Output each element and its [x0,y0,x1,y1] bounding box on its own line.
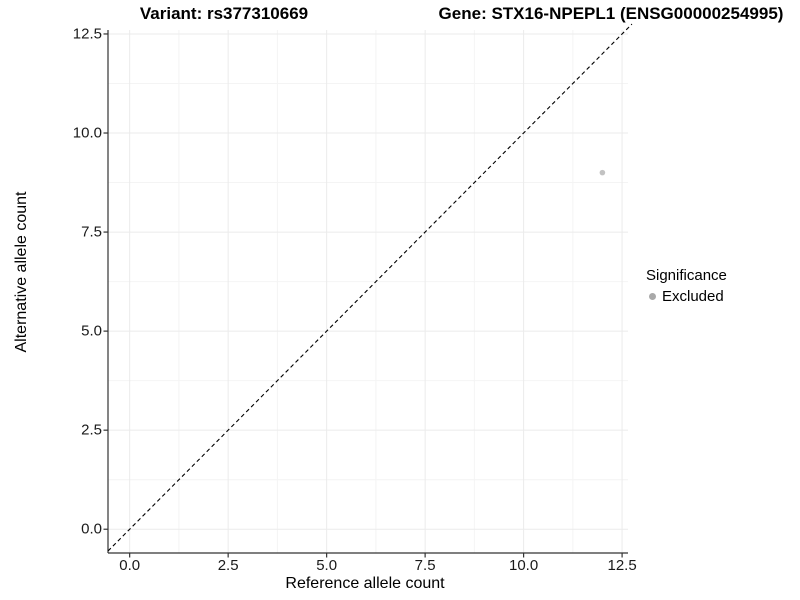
plot-title-variant: Variant: rs377310669 [139,4,309,23]
y-tick-label: 12.5 [72,25,102,43]
x-tick-label: 7.5 [414,557,436,574]
x-tick-label: 12.5 [607,557,637,574]
x-tick-label: 0.0 [119,557,141,574]
y-tick-label: 5.0 [81,322,102,340]
x-tick-label: 5.0 [316,557,338,574]
data-point [599,169,606,176]
legend-entry: Excluded [646,288,727,305]
legend-entry-label: Excluded [662,288,724,305]
y-tick-label: 2.5 [81,421,102,439]
x-tick-label: 2.5 [217,557,239,574]
x-tick-label: 10.0 [508,557,539,574]
y-tick-label: 0.0 [81,520,102,538]
legend-entries: Excluded [646,288,727,305]
legend-title: Significance [646,267,727,284]
y-axis-title: Alternative allele count [13,191,30,353]
legend: Significance Excluded [646,267,727,305]
y-tick-label: 10.0 [72,124,102,142]
legend-point-swatch-icon [649,293,656,300]
plot-title-gene: Gene: STX16-NPEPL1 (ENSG00000254995) [438,4,784,23]
diagonal-reference-line [107,23,633,552]
x-axis-title: Reference allele count [285,575,445,592]
y-tick-label: 7.5 [81,223,102,241]
